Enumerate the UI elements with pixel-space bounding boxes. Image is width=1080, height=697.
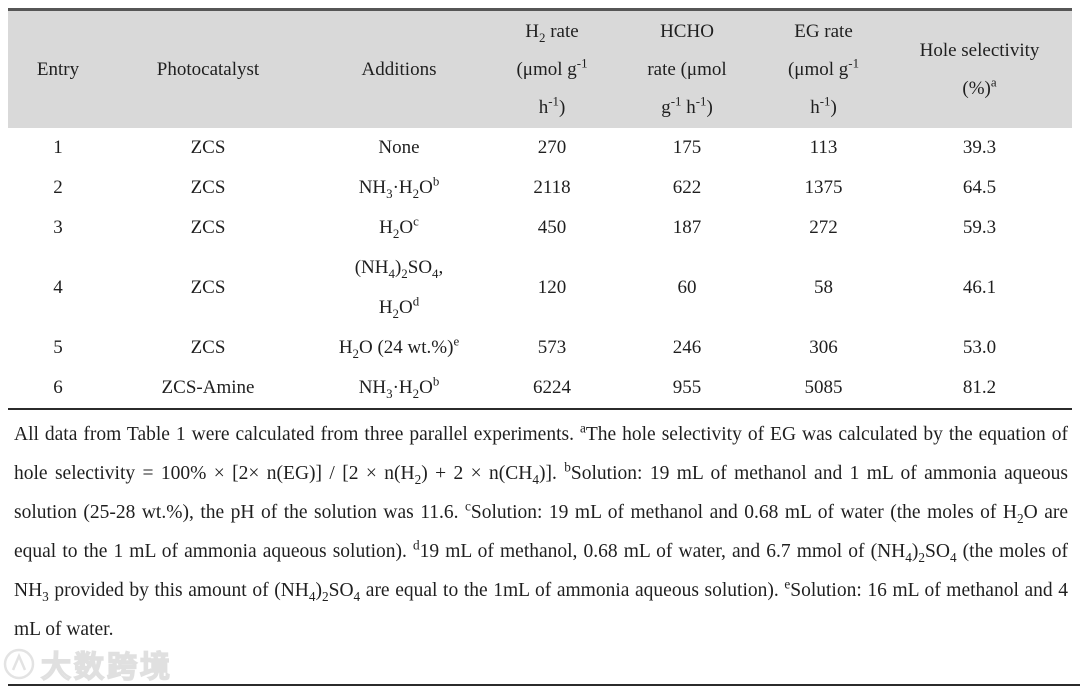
cell-photocatalyst: ZCS (190, 277, 226, 298)
cell-entry: 1 (53, 137, 63, 158)
cell-eg-rate: 58 (814, 277, 833, 298)
cell-additions: None (378, 137, 420, 158)
cell-additions: NH3·H2Ob (358, 373, 440, 401)
col-header-hcho-rate: HCHO rate (μmol g-1 h-1) (614, 9, 760, 128)
cell-hole-selectivity: 53.0 (962, 337, 997, 358)
cell-eg-rate: 272 (809, 217, 838, 238)
cell-additions: (NH4)2SO4, H2Od (354, 257, 444, 321)
cell-hcho-rate: 60 (677, 277, 697, 298)
cell-hole-selectivity: 59.3 (962, 217, 997, 238)
table-header-row: Entry Photocatalyst Additions H2 rate (μm… (8, 9, 1072, 128)
cell-additions: NH3·H2Ob (358, 173, 440, 201)
cell-photocatalyst: ZCS (190, 217, 226, 238)
cell-entry: 3 (53, 217, 63, 238)
cell-h2-rate: 2118 (533, 177, 571, 198)
cell-hcho-rate: 955 (672, 377, 702, 398)
cell-hcho-rate: 175 (672, 137, 702, 158)
col-header-entry: Entry (8, 9, 108, 128)
table-row: 2 ZCS NH3·H2Ob 2118 622 1375 64.5 (8, 168, 1072, 208)
cell-photocatalyst: ZCS (190, 177, 226, 198)
table-row: 3 ZCS H2Oc 450 187 272 59.3 (8, 208, 1072, 248)
table-row: 1 ZCS None 270 175 113 39.3 (8, 128, 1072, 168)
cell-eg-rate: 306 (809, 337, 838, 358)
results-table: Entry Photocatalyst Additions H2 rate (μm… (8, 8, 1072, 410)
cell-hole-selectivity: 39.3 (962, 137, 997, 158)
cell-h2-rate: 270 (537, 137, 567, 158)
cell-eg-rate: 113 (809, 137, 838, 158)
col-header-photocatalyst: Photocatalyst (108, 9, 308, 128)
col-header-additions: Additions (308, 9, 490, 128)
col-header-hole-selectivity: Hole selectivity (%)a (887, 9, 1072, 128)
table-row: 5 ZCS H2O (24 wt.%)e 573 246 306 53.0 (8, 328, 1072, 368)
cell-entry: 6 (53, 377, 63, 398)
cell-hole-selectivity: 64.5 (962, 177, 997, 198)
cell-h2-rate: 120 (537, 277, 567, 298)
cell-photocatalyst: ZCS (190, 137, 226, 158)
table-row: 6 ZCS-Amine NH3·H2Ob 6224 955 5085 81.2 (8, 368, 1072, 409)
table-row: 4 ZCS (NH4)2SO4, H2Od 120 60 58 46.1 (8, 248, 1072, 328)
cell-additions: H2Oc (379, 213, 419, 241)
cell-h2-rate: 6224 (533, 377, 571, 398)
cell-hole-selectivity: 46.1 (962, 277, 997, 298)
col-header-eg-rate: EG rate (μmol g-1 h-1) (760, 9, 887, 128)
cell-hcho-rate: 246 (672, 337, 702, 358)
cell-eg-rate: 1375 (804, 177, 843, 198)
cell-photocatalyst: ZCS-Amine (161, 377, 255, 398)
watermark-logo-icon (3, 648, 35, 680)
cell-entry: 4 (53, 277, 63, 298)
cell-hole-selectivity: 81.2 (962, 377, 997, 398)
col-header-h2-rate: H2 rate (μmol g-1 h-1) (490, 9, 614, 128)
cell-additions: H2O (24 wt.%)e (338, 333, 460, 361)
cell-entry: 2 (53, 177, 63, 198)
cell-hcho-rate: 622 (672, 177, 702, 198)
cell-entry: 5 (53, 337, 63, 358)
cell-h2-rate: 573 (537, 337, 567, 358)
bottom-rule (8, 684, 1080, 686)
table-footnotes: All data from Table 1 were calculated fr… (14, 420, 1068, 640)
cell-photocatalyst: ZCS (190, 337, 226, 358)
cell-hcho-rate: 187 (672, 217, 702, 238)
cell-h2-rate: 450 (537, 217, 567, 238)
cell-eg-rate: 5085 (804, 377, 843, 398)
